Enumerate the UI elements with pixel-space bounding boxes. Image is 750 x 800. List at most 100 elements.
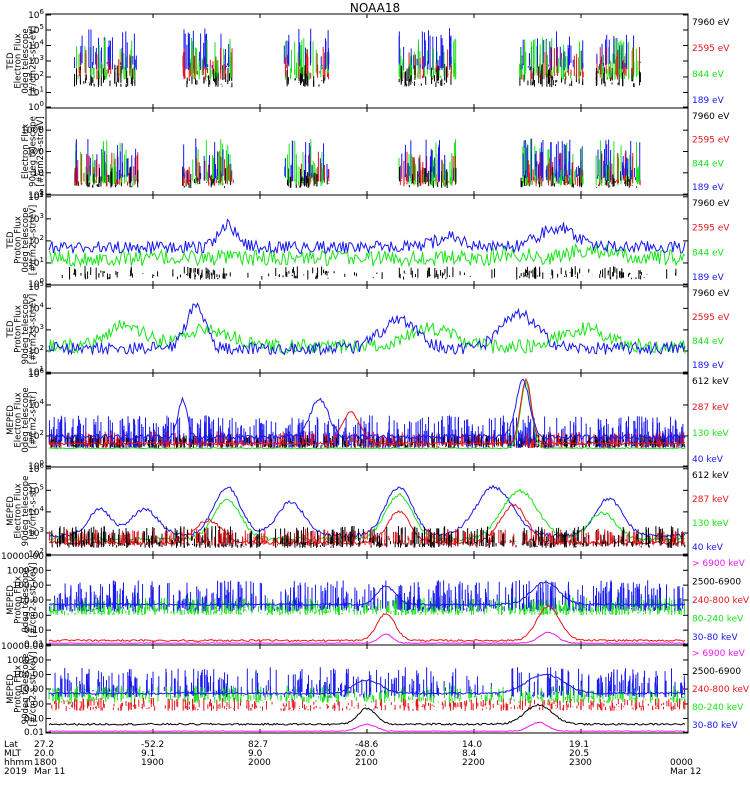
ytick-label: 1.00 [24,611,44,621]
legend-entry: 2595 eV [692,44,730,54]
legend-entry: 30-80 keV [692,633,738,643]
ylabel-line: 90deg telescope [29,116,39,187]
panel-3-frame [45,194,689,286]
legend-entry: 189 eV [692,183,725,193]
legend-entry: 844 eV [692,70,725,80]
legend-entry: 40 keV [692,543,724,553]
panel-7-data [49,580,685,616]
legend-entry: 287 keV [692,403,729,413]
ytick-label: 101 [28,365,44,378]
page-title: NOAA18 [349,1,401,15]
ytick-label: 100 [28,277,44,290]
legend-entry: 287 keV [692,495,729,505]
ylabel-line: Proton Flux [14,216,24,264]
ytick-label: 103 [28,323,44,336]
legend-entry: 80-240 keV [692,703,744,713]
ylabel-line: Electron Flux [14,33,24,88]
ylabel-line: TED [6,52,16,71]
ylabel-line: MEPED [6,585,16,615]
ytick-label: 104 [28,398,44,411]
legend-entry: 612 keV [692,471,729,481]
ylabel-line: [#/cm2-s-str-eV] [36,116,46,186]
ytick-label: 10.00 [18,685,44,695]
legend-entry: 30-80 keV [692,721,738,731]
ytick-label: 104 [28,190,44,203]
ytick-label: 102 [28,344,44,357]
legend-entry: 189 eV [692,273,725,283]
ytick-label: 0.01 [24,640,44,650]
ytick-label: 10000.00 [1,552,44,562]
ylabel-line: 0deg telescope [21,28,31,93]
legend-entry: 80-240 keV [692,615,744,625]
ytick-label: 100 [28,459,44,472]
ylabel-line: 0deg telescope [21,567,31,632]
ytick-label: 102 [28,70,44,83]
ylabel-line: Electron Flux [14,392,24,447]
ytick-label: 102 [28,234,44,247]
ytick-label: 1 [38,190,44,200]
ytick-label: 100 [27,148,44,158]
ylabel-line: MEPED [6,405,16,435]
legend-entry: 844 eV [692,248,725,258]
ytick-label: 1000.00 [7,656,44,666]
ytick-label: 10000.00 [1,642,44,652]
ylabel-line: Electron Flux [14,483,24,538]
ytick-label: 101 [28,256,44,269]
panel-2-data [74,138,641,189]
ylabel-line: 0deg telescope [21,207,31,272]
ytick-label: 1000.00 [7,566,44,576]
legend-entry: 40 keV [692,455,724,465]
legend-entry: > 6900 keV [692,559,746,569]
proton-green-trace [48,319,686,355]
panel-5-frame [45,372,689,468]
legend-entry: 189 eV [692,361,725,371]
legend-entry: 844 eV [692,159,725,169]
legend-entry: 612 keV [692,377,729,387]
ytick-label: 104 [28,301,44,314]
legend-entry: 7960 eV [692,199,730,209]
ylabel-line: Proton Flux [14,576,24,624]
legend-entry: 7960 eV [692,289,730,299]
legend-entry: 189 eV [692,96,725,106]
proton-blue-trace [48,302,686,356]
ylabel-line: TED [6,231,16,250]
ylabel-line: Electron Flux [21,124,31,179]
ytick-label: 106 [28,8,44,21]
ytick-label: 10.00 [18,596,44,606]
proton-blue-trace [48,218,686,255]
ytick-label: 0.10 [24,714,44,724]
ylabel-line: [#/cm2-s-str] [29,483,39,540]
ytick-label: 105 [28,483,44,496]
ytick-label: 0.10 [24,626,44,636]
ylabel-line: Proton Flux [14,305,24,353]
panel-1-data [73,28,641,88]
ylabel-line: [#/cm2-s-str-eV] [29,26,39,96]
legend-entry: 7960 eV [692,112,730,122]
ylabel-line: 90deg telescope [21,294,31,365]
ylabel-line: Proton Flux [14,665,24,713]
ytick-label: 105 [28,280,44,293]
ytick-label: 100.00 [13,581,45,591]
ytick-label: 100 [28,100,44,113]
legend-entry: 2595 eV [692,136,730,146]
legend-entry: 2595 eV [692,224,730,234]
ytick-label: 100.00 [13,670,45,680]
ytick-label: 102 [28,429,44,442]
ylabel-line: [#/cm2-s-str-keV] [29,563,39,638]
ylabel-line: TED [6,320,16,339]
panel-3-data [61,266,677,280]
legend-entry: 240-800 keV [692,685,750,695]
ytick-label: 102 [28,547,44,560]
ytick-label: 106 [28,367,44,380]
meped-green-trace [48,381,686,450]
ytick-label: 105 [28,23,44,36]
ylabel-line: [#/cm2-s-str-eV] [29,294,39,364]
meped-blue-trace [49,378,686,441]
legend-entry: 240-800 keV [692,596,750,606]
legend-entry: > 6900 keV [692,649,746,659]
panel-2-frame [45,107,689,196]
ytick-label: 1000 [21,126,44,136]
ytick-label: 105 [28,188,44,201]
ylabel-line: 0deg telescope [21,387,31,452]
